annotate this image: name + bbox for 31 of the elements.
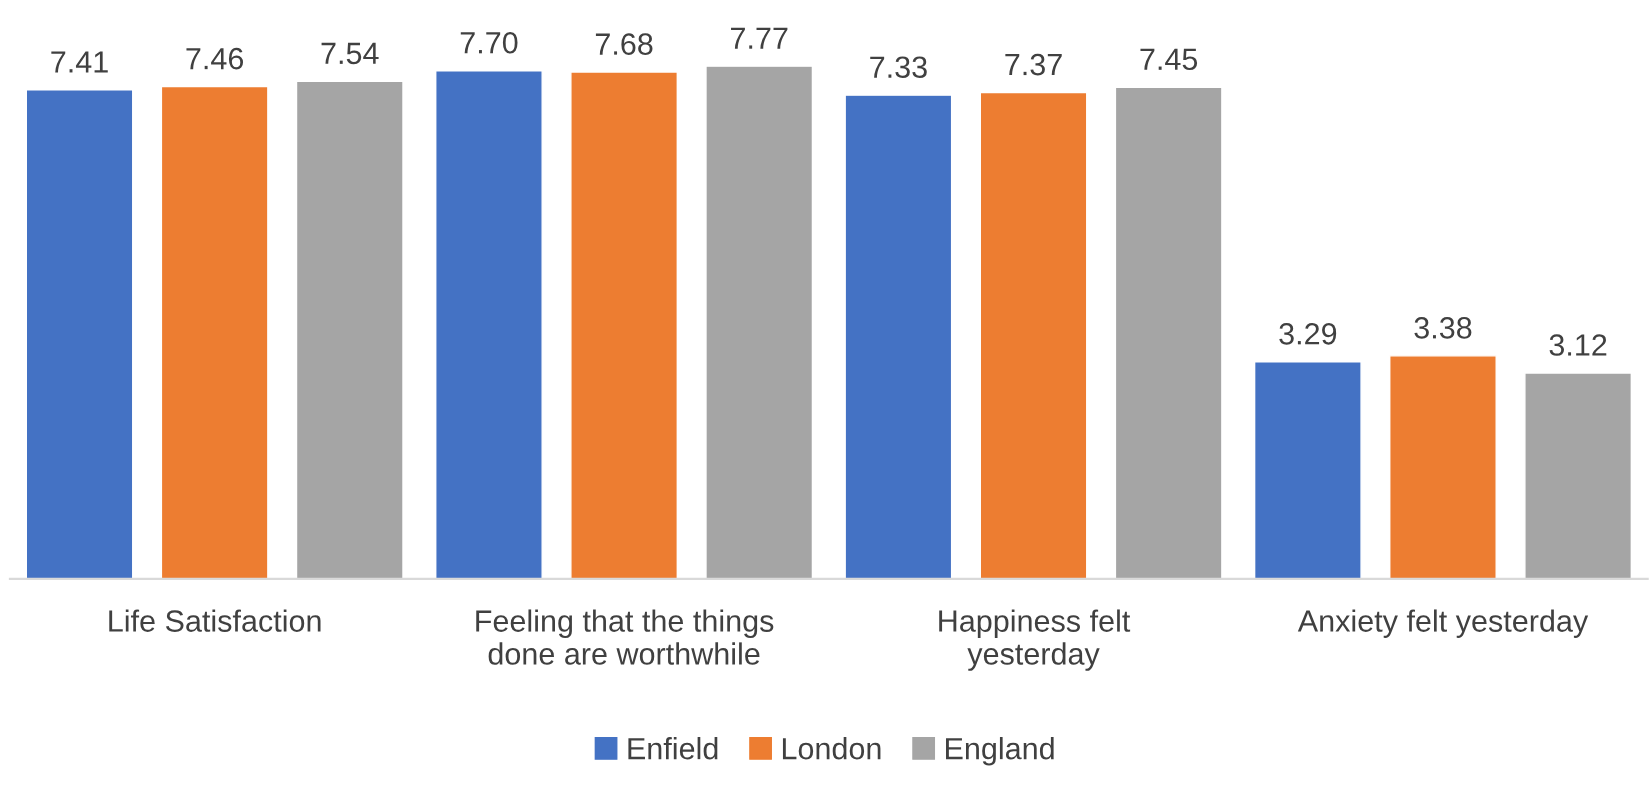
data-label: 7.37 (1005, 53, 1062, 76)
data-label: 7.46 (186, 47, 244, 70)
bar (570, 71, 679, 579)
legend-label: Enfield (628, 737, 718, 760)
x-tick-label: Anxiety felt yesterday (1297, 609, 1589, 638)
legend-label: England (946, 737, 1054, 766)
bar (979, 91, 1088, 579)
bar (25, 89, 134, 579)
data-label: 3.29 (1279, 322, 1337, 345)
bar (435, 70, 543, 579)
bar (1253, 361, 1362, 579)
data-label: 7.41 (51, 51, 108, 73)
bar (1114, 86, 1223, 579)
x-tick-label: Happiness felt yesterday (939, 609, 1131, 671)
data-label: 3.38 (1414, 317, 1472, 339)
data-label: 7.77 (731, 27, 788, 49)
data-label: 3.12 (1549, 334, 1607, 356)
bar (1389, 355, 1497, 579)
x-tick-label: Life Satisfaction (109, 609, 321, 632)
bar (705, 65, 814, 579)
bar (295, 80, 404, 579)
x-tick-label: Feeling that the things done are worthwhile (476, 609, 774, 665)
bar (1524, 372, 1633, 579)
bar (844, 94, 953, 579)
bar (160, 85, 269, 579)
legend-label: London (782, 737, 881, 760)
data-label: 7.70 (460, 31, 518, 54)
data-label: 7.68 (595, 33, 653, 55)
data-label: 7.33 (870, 56, 927, 79)
data-label: 7.45 (1140, 48, 1198, 71)
data-label: 7.54 (321, 42, 379, 65)
